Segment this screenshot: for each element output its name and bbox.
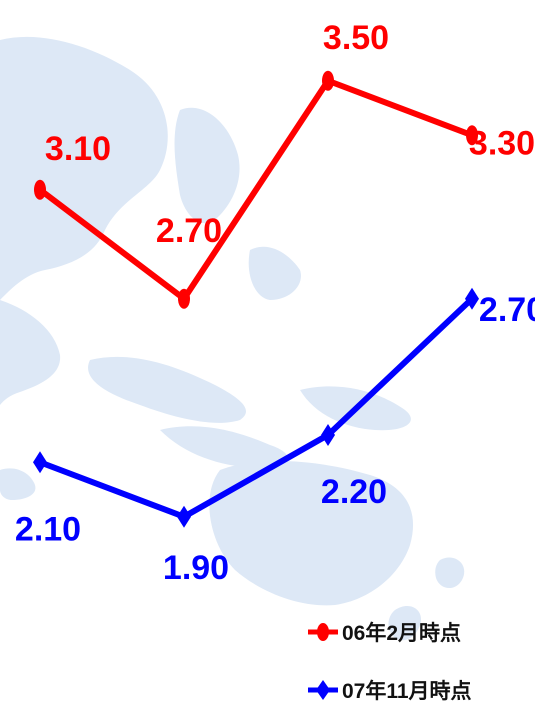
data-point-s1-1 [34,179,46,200]
legend-item-2: 07年11月時点 [308,679,472,703]
data-point-s2-1 [33,451,47,474]
data-point-s1-4 [466,125,478,146]
legend-item-1: 06年2月時点 [308,621,461,645]
data-label-s2-1: 2.10 [15,510,81,548]
data-label-s2-4: 2.70 [479,291,535,329]
data-label-s1-1: 3.10 [45,130,111,168]
series-layer: 3.10 2.70 3.50 3.30 2.10 1.90 2.20 2.70 [15,19,535,587]
data-point-s2-4 [465,287,479,310]
series-line-2 [37,295,475,520]
data-label-s2-2: 1.90 [163,549,229,587]
legend-marker [316,680,330,700]
data-label-s2-3: 2.20 [321,473,387,511]
legend-marker [317,623,329,641]
legend-label: 06年2月時点 [342,621,461,645]
map-background [0,36,465,641]
data-label-s1-4: 3.30 [469,124,535,162]
series-line-1 [37,77,475,302]
data-label-s1-2: 2.70 [156,212,222,250]
legend: 06年2月時点 07年11月時点 [308,621,472,703]
data-point-s1-3 [322,70,334,91]
data-point-s2-2 [177,505,191,528]
data-point-s1-2 [178,288,190,309]
legend-label: 07年11月時点 [342,679,472,703]
data-label-s1-3: 3.50 [323,19,389,57]
data-point-s2-3 [321,424,335,446]
